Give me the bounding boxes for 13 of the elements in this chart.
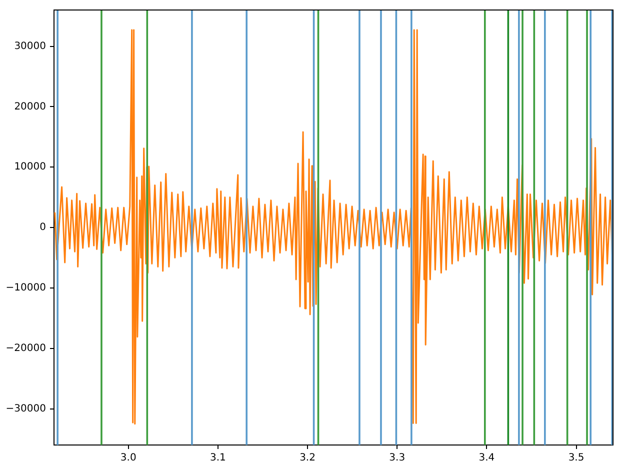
y-tick-label: 10000 bbox=[14, 162, 46, 173]
y-tick-label: 30000 bbox=[14, 40, 46, 52]
y-tick-label: −10000 bbox=[6, 282, 46, 294]
x-tick-label: 3.3 bbox=[389, 452, 406, 464]
x-tick-label: 3.2 bbox=[300, 452, 316, 464]
x-tick-label: 3.5 bbox=[568, 452, 584, 464]
x-tick-label: 3.0 bbox=[120, 452, 136, 464]
y-tick-label: 0 bbox=[40, 222, 46, 234]
x-tick-label: 3.4 bbox=[478, 452, 495, 464]
y-tick-label: −20000 bbox=[6, 342, 46, 354]
y-tick-label: 20000 bbox=[14, 101, 46, 112]
x-tick-label: 3.1 bbox=[210, 452, 226, 464]
y-tick-label: −30000 bbox=[6, 403, 46, 414]
